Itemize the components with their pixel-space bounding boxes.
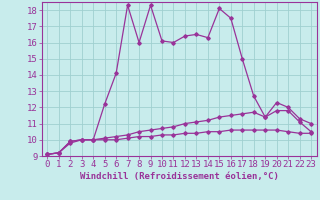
X-axis label: Windchill (Refroidissement éolien,°C): Windchill (Refroidissement éolien,°C) <box>80 172 279 181</box>
